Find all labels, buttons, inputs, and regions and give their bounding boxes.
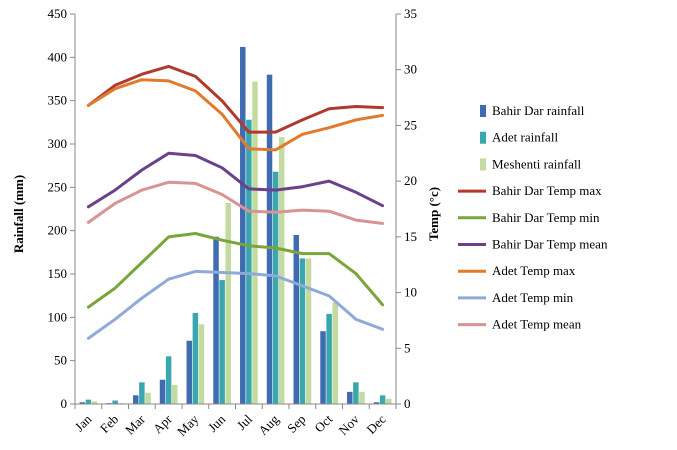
legend-label-bahir-dar-temp-mean: Bahir Dar Temp mean	[492, 237, 608, 252]
bar-bahir-dar-rainfall-oct	[320, 331, 326, 404]
bar-bahir-dar-rainfall-may	[186, 340, 193, 404]
bar-adet-rainfall-jan	[85, 399, 92, 404]
bar-bahir-dar-rainfall-apr	[159, 379, 166, 404]
bar-adet-rainfall-may	[192, 313, 199, 404]
bar-meshenti-rainfall-aug	[278, 137, 285, 405]
legend-label-bahir-dar-rainfall: Bahir Dar rainfall	[492, 103, 585, 118]
y-tick-label: 350	[48, 93, 68, 108]
bar-adet-rainfall-aug	[272, 171, 279, 404]
y2-tick-label: 20	[404, 173, 417, 188]
legend-label-adet-temp-min: Adet Temp min	[492, 290, 574, 305]
bar-adet-rainfall-jun	[219, 280, 225, 404]
bar-bahir-dar-rainfall-mar	[133, 395, 139, 404]
legend-label-meshenti-rainfall: Meshenti rainfall	[492, 156, 582, 171]
bar-meshenti-rainfall-jul	[252, 81, 258, 404]
x-tick-label: Feb	[97, 412, 121, 436]
tick-layer: 0 50 100 150 200 250 300 350 400 450 0 5 10 15 20 25 30 3…	[48, 6, 418, 439]
line-layer	[86, 64, 385, 340]
legend-label-bahir-dar-temp-max: Bahir Dar Temp max	[492, 183, 602, 198]
x-tick-label: May	[174, 411, 202, 439]
y2-tick-label: 0	[404, 396, 411, 411]
y2-axis-title: Temp (°c)	[426, 187, 441, 241]
x-tick-label: Jan	[72, 411, 95, 434]
bar-bahir-dar-rainfall-nov	[347, 391, 353, 404]
bar-adet-rainfall-feb	[112, 400, 118, 404]
bar-adet-rainfall-apr	[165, 356, 172, 404]
y-tick-label: 0	[61, 396, 68, 411]
y-tick-label: 100	[48, 309, 68, 324]
legend-label-adet-temp-mean: Adet Temp mean	[492, 317, 582, 332]
bar-adet-rainfall-mar	[139, 382, 145, 404]
legend-label-adet-rainfall: Adet rainfall	[492, 130, 558, 145]
line-bahir-dar-temp-min	[86, 232, 385, 309]
y-tick-label: 400	[48, 49, 68, 64]
y-tick-label: 300	[48, 136, 68, 151]
y2-tick-label: 5	[404, 340, 411, 355]
x-tick-label: Jun	[205, 411, 229, 435]
y2-tick-label: 35	[404, 6, 417, 21]
y-axis-title: Rainfall (mm)	[11, 175, 26, 253]
bar-meshenti-rainfall-oct	[332, 302, 338, 404]
y-tick-label: 150	[48, 266, 68, 281]
legend-swatch-bahir-dar-rainfall	[480, 105, 486, 117]
bar-adet-rainfall-dec	[379, 395, 386, 404]
bar-adet-rainfall-sep	[299, 258, 306, 404]
bar-meshenti-rainfall-nov	[359, 391, 365, 404]
bar-bahir-dar-rainfall-aug	[266, 74, 273, 405]
line-adet-temp-min	[86, 269, 385, 340]
bar-bahir-dar-rainfall-jul	[240, 46, 246, 404]
y-tick-label: 450	[48, 6, 68, 21]
line-bahir-dar-temp-mean	[86, 151, 385, 209]
y-tick-label: 200	[48, 223, 68, 238]
bar-bahir-dar-rainfall-sep	[293, 235, 300, 404]
x-tick-label: Aug	[255, 411, 282, 438]
bar-meshenti-rainfall-may	[198, 324, 205, 404]
y2-tick-label: 10	[404, 285, 417, 300]
bar-bahir-dar-rainfall-dec	[373, 402, 380, 404]
y-tick-label: 250	[48, 179, 68, 194]
line-adet-temp-mean	[86, 180, 385, 225]
bar-meshenti-rainfall-dec	[385, 398, 392, 404]
axes-layer	[74, 14, 397, 405]
bar-meshenti-rainfall-apr	[171, 384, 178, 404]
legend-swatch-adet-rainfall	[480, 131, 486, 144]
bar-meshenti-rainfall-sep	[305, 258, 312, 404]
bar-bahir-dar-rainfall-jun	[213, 236, 219, 404]
line-bahir-dar-temp-max	[86, 64, 385, 134]
line-adet-temp-max	[86, 78, 385, 152]
legend: Bahir Dar rainfall Adet rainfall Meshenti …	[458, 103, 608, 332]
y2-tick-label: 25	[404, 117, 417, 132]
bar-meshenti-rainfall-jan	[91, 401, 98, 404]
x-tick-label: Sep	[284, 412, 308, 436]
x-tick-label: Jul	[234, 411, 256, 433]
bar-layer	[79, 46, 392, 405]
bar-adet-rainfall-jul	[246, 119, 252, 404]
y2-tick-label: 15	[404, 229, 417, 244]
legend-label-bahir-dar-temp-min: Bahir Dar Temp min	[492, 210, 600, 225]
x-tick-label: Oct	[311, 411, 335, 435]
bar-meshenti-rainfall-jun	[225, 202, 231, 404]
bar-adet-rainfall-oct	[326, 313, 332, 404]
bar-meshenti-rainfall-mar	[145, 392, 151, 404]
x-tick-label: Nov	[336, 411, 363, 438]
x-tick-label: Dec	[363, 411, 389, 437]
x-tick-label: Mar	[122, 411, 148, 437]
y2-tick-label: 30	[404, 62, 417, 77]
bar-bahir-dar-rainfall-jan	[79, 402, 86, 404]
legend-label-adet-temp-max: Adet Temp max	[492, 263, 576, 278]
legend-swatch-meshenti-rainfall	[480, 158, 486, 171]
x-tick-label: Apr	[150, 411, 175, 436]
bar-adet-rainfall-nov	[353, 382, 359, 404]
y-tick-label: 50	[54, 353, 67, 368]
